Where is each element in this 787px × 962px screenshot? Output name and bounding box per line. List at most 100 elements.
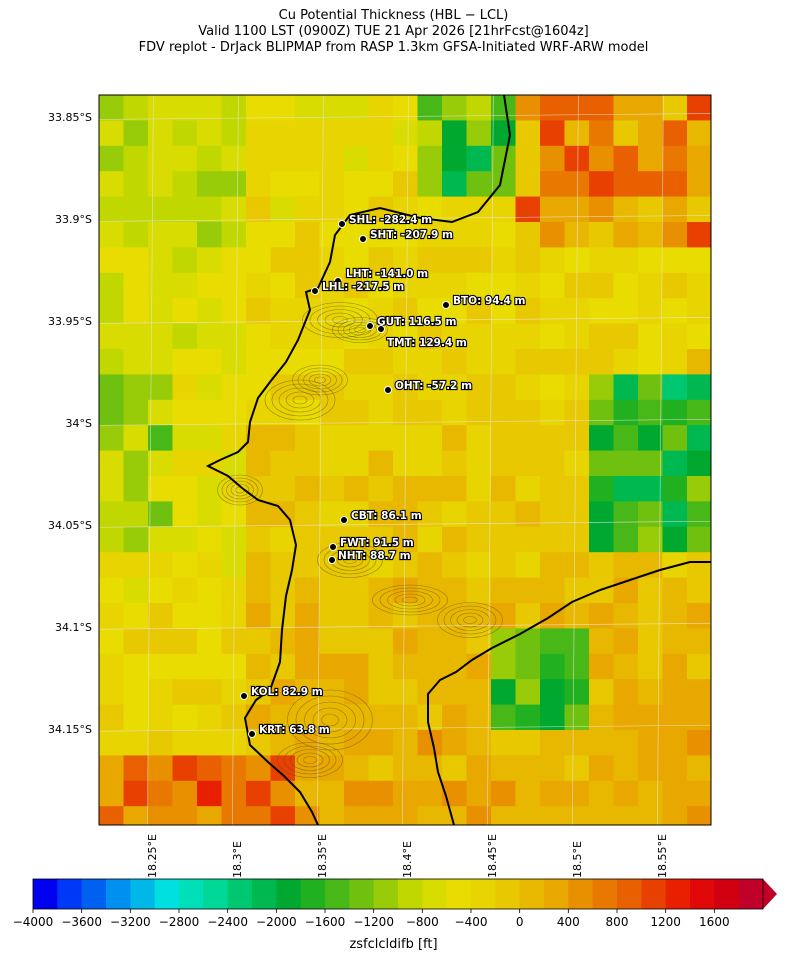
- longitude-tick-label: 18.35°E: [316, 834, 330, 878]
- station-marker-icon: [329, 543, 337, 551]
- colorbar-swatch: [398, 879, 423, 909]
- station-label: LHT: -141.0 m: [346, 268, 428, 280]
- longitude-tick-label: 18.55°E: [656, 834, 670, 878]
- station-label: SHT: -207.9 m: [370, 229, 453, 241]
- longitude-tick-label: 18.4°E: [401, 841, 415, 878]
- longitude-tick-label: 18.3°E: [231, 841, 245, 878]
- colorbar-tick-label: 0: [515, 915, 524, 929]
- colorbar-swatch: [81, 879, 107, 909]
- colorbar-swatch: [519, 879, 545, 909]
- station-fwt: FWT: 91.5 m: [329, 536, 415, 551]
- longitude-tick-label: 18.5°E: [571, 841, 585, 878]
- colorbar-swatch: [495, 879, 521, 909]
- colorbar-swatch: [738, 879, 764, 909]
- colorbar-swatch: [154, 879, 180, 909]
- colorbar-swatch: [349, 879, 375, 909]
- colorbar-swatch: [300, 879, 326, 909]
- station-krt: KRT: 63.8 m: [248, 723, 331, 738]
- station-oht: OHT: -57.2 m: [384, 379, 473, 394]
- terrain-contours: [217, 302, 503, 778]
- colorbar-tick-label: −1600: [304, 915, 346, 929]
- coastline: [205, 95, 711, 825]
- station-marker-icon: [377, 325, 385, 333]
- station-marker-icon: [328, 556, 336, 564]
- station-marker-icon: [442, 301, 450, 309]
- colorbar-swatch: [203, 879, 229, 909]
- station-gut: GUT: 116.5 m: [366, 315, 458, 330]
- colorbar-swatch: [57, 879, 83, 909]
- colorbar-swatch: [179, 879, 204, 909]
- station-label: NHT: 88.7 m: [338, 550, 411, 562]
- colorbar-swatch: [641, 879, 667, 909]
- station-marker-icon: [240, 692, 248, 700]
- colorbar-tick-label: −3600: [61, 915, 102, 929]
- colorbar-swatch: [106, 879, 131, 909]
- colorbar-swatch: [252, 879, 277, 909]
- latitude-tick-label: 34.05°S: [48, 519, 92, 533]
- longitude-tick-label: 18.45°E: [486, 834, 500, 878]
- colorbar-tick-label: −3200: [110, 915, 151, 929]
- station-marker-icon: [340, 516, 348, 524]
- colorbar-tick-label: −400: [454, 915, 488, 929]
- station-tmt: TMT: 129.4 m: [377, 325, 468, 350]
- colorbar-swatch: [373, 879, 399, 909]
- colorbar-label: zsfclcldifb [ft]: [349, 937, 438, 952]
- latitude-tick-label: 33.95°S: [48, 315, 92, 329]
- station-label: SHL: -282.4 m: [349, 214, 432, 226]
- map-valid-time: Valid 1100 LST (0900Z) TUE 21 Apr 2026 […: [198, 24, 589, 39]
- latitude-tick-label: 34°S: [65, 417, 92, 431]
- thickness-field: [99, 95, 711, 825]
- colorbar-swatch: [422, 879, 448, 909]
- station-cbt: CBT: 86.1 m: [340, 509, 423, 524]
- station-marker-icon: [248, 730, 256, 738]
- colorbar-tick-label: 400: [556, 915, 580, 929]
- longitude-tick-label: 18.25°E: [146, 834, 160, 878]
- station-marker-icon: [338, 220, 346, 228]
- station-sht: SHT: -207.9 m: [359, 228, 454, 243]
- station-marker-icon: [384, 386, 392, 394]
- map-title: Cu Potential Thickness (HBL − LCL): [278, 8, 509, 23]
- colorbar-tick-label: 1600: [699, 915, 730, 929]
- station-label: KRT: 63.8 m: [259, 724, 330, 736]
- station-kol: KOL: 82.9 m: [240, 685, 324, 700]
- station-label: KOL: 82.9 m: [251, 686, 323, 698]
- station-lht: LHT: -141.0 m: [334, 267, 429, 285]
- station-label: OHT: -57.2 m: [395, 380, 472, 392]
- colorbar-tick-label: −800: [405, 915, 439, 929]
- station-shl: SHL: -282.4 m: [338, 213, 433, 228]
- station-markers: SHL: -282.4 m SHT: -207.9 m LHT: -141.0 mL…: [240, 213, 527, 738]
- colorbar: [32, 878, 777, 913]
- colorbar-tick-label: 1200: [650, 915, 681, 929]
- station-marker-icon: [359, 235, 367, 243]
- latitude-tick-label: 34.15°S: [48, 723, 92, 737]
- colorbar-tick-label: 800: [605, 915, 629, 929]
- colorbar-swatch: [33, 879, 58, 909]
- colorbar-swatch: [446, 879, 472, 909]
- colorbar-tick-label: −1200: [353, 915, 394, 929]
- latitude-tick-label: 34.1°S: [55, 621, 92, 635]
- colorbar-tick-label: −4000: [12, 915, 54, 929]
- colorbar-swatch: [617, 879, 642, 909]
- colorbar-swatch: [227, 879, 253, 909]
- latitude-tick-label: 33.85°S: [48, 111, 92, 125]
- station-nht: NHT: 88.7 m: [328, 549, 412, 564]
- graticule: [99, 95, 711, 825]
- station-label: BTO: 94.4 m: [453, 295, 526, 307]
- colorbar-swatch: [665, 879, 691, 909]
- colorbar-swatch: [325, 879, 350, 909]
- station-label: LHL: -217.5 m: [322, 281, 404, 293]
- map-border: [98, 94, 712, 826]
- station-bto: BTO: 94.4 m: [442, 294, 527, 309]
- colorbar-swatch: [471, 879, 496, 909]
- colorbar-swatch: [690, 879, 715, 909]
- colorbar-extend-arrow: [763, 879, 777, 909]
- station-label: CBT: 86.1 m: [351, 510, 422, 522]
- station-label: FWT: 91.5 m: [340, 537, 414, 549]
- station-marker-icon: [366, 322, 374, 330]
- colorbar-swatch: [568, 879, 594, 909]
- colorbar-swatch: [544, 879, 569, 909]
- colorbar-tick-label: −2400: [207, 915, 248, 929]
- station-lhl: LHL: -217.5 m: [311, 280, 405, 295]
- colorbar-tick-label: −2800: [158, 915, 200, 929]
